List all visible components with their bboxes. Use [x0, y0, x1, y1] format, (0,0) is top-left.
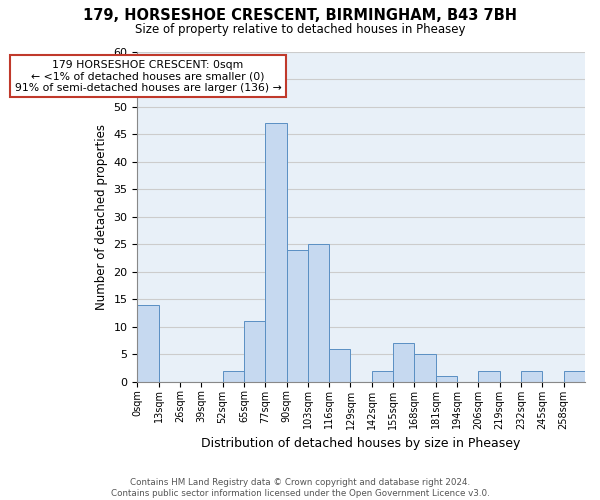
- Bar: [563, 370, 585, 382]
- Bar: [415, 354, 436, 382]
- Bar: [308, 244, 329, 382]
- Bar: [436, 376, 457, 382]
- Bar: [478, 370, 500, 382]
- Bar: [137, 304, 158, 382]
- Bar: [265, 123, 287, 382]
- Text: 179, HORSESHOE CRESCENT, BIRMINGHAM, B43 7BH: 179, HORSESHOE CRESCENT, BIRMINGHAM, B43…: [83, 8, 517, 22]
- Bar: [521, 370, 542, 382]
- Y-axis label: Number of detached properties: Number of detached properties: [95, 124, 108, 310]
- X-axis label: Distribution of detached houses by size in Pheasey: Distribution of detached houses by size …: [202, 437, 521, 450]
- Bar: [393, 343, 415, 382]
- Text: Contains HM Land Registry data © Crown copyright and database right 2024.
Contai: Contains HM Land Registry data © Crown c…: [110, 478, 490, 498]
- Text: 179 HORSESHOE CRESCENT: 0sqm
← <1% of detached houses are smaller (0)
91% of sem: 179 HORSESHOE CRESCENT: 0sqm ← <1% of de…: [14, 60, 281, 93]
- Bar: [287, 250, 308, 382]
- Bar: [329, 348, 350, 382]
- Text: Size of property relative to detached houses in Pheasey: Size of property relative to detached ho…: [135, 22, 465, 36]
- Bar: [244, 321, 265, 382]
- Bar: [223, 370, 244, 382]
- Bar: [372, 370, 393, 382]
